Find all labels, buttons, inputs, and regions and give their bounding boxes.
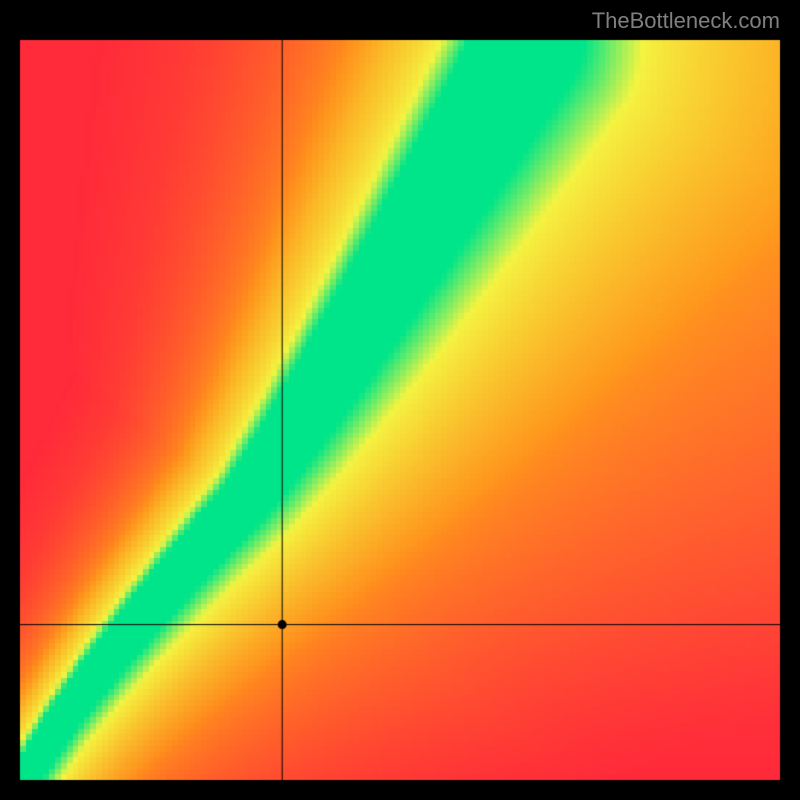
bottleneck-heatmap — [0, 0, 800, 800]
chart-container: TheBottleneck.com — [0, 0, 800, 800]
watermark-text: TheBottleneck.com — [592, 8, 780, 34]
